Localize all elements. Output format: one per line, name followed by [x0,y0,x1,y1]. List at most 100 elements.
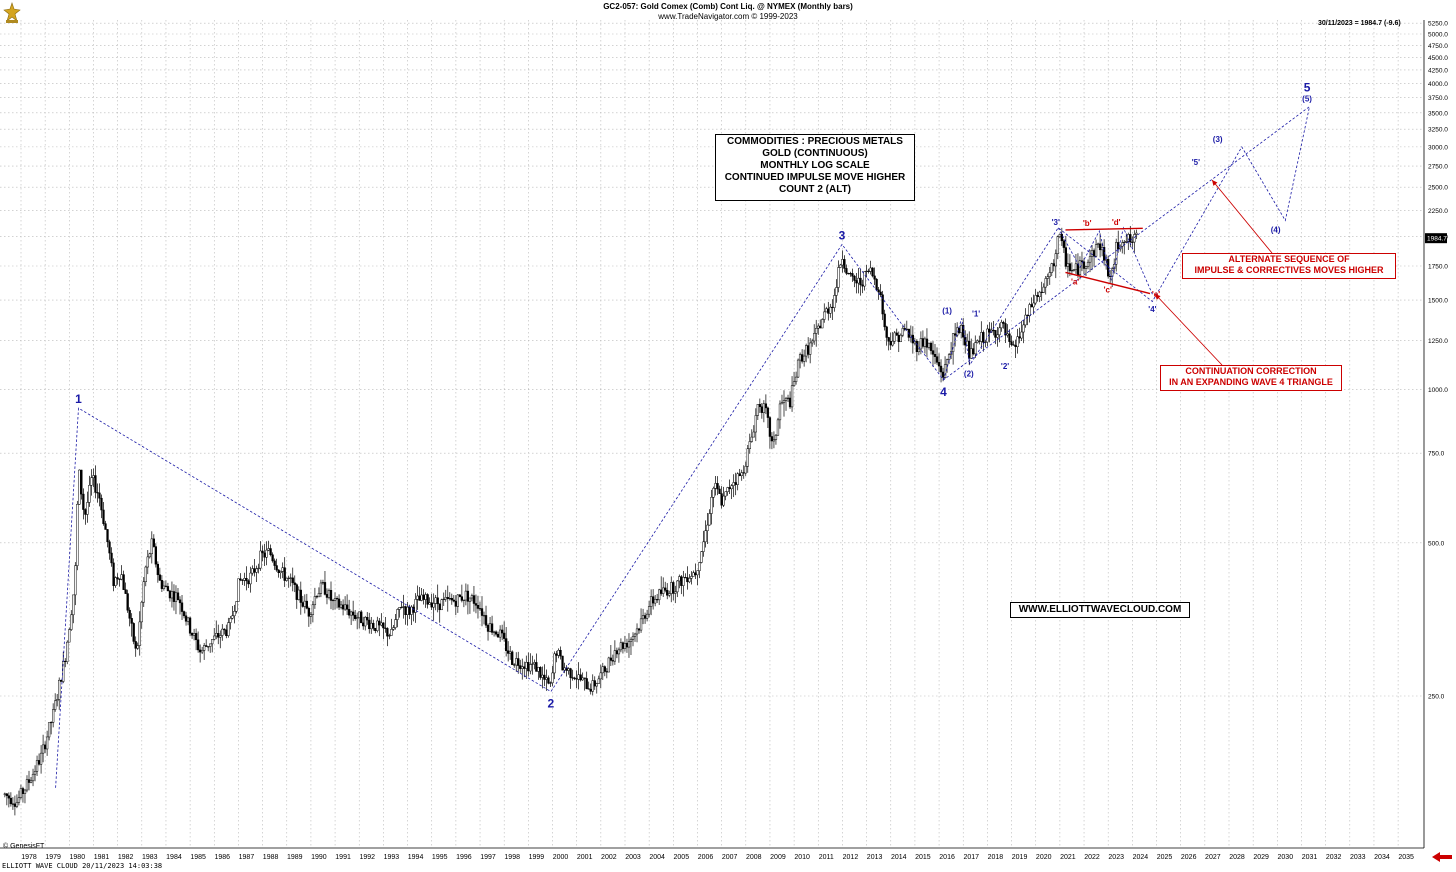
price-bar-body [951,333,955,352]
price-bar-body [875,278,878,291]
y-tick-label: 750.0 [1428,451,1445,458]
price-bar-body [341,604,345,610]
price-bar-body [7,795,11,799]
price-bar-body [243,578,246,581]
x-tick-label: 2009 [770,854,786,861]
price-bar-body [738,473,741,477]
x-tick-label: 2025 [1157,854,1173,861]
price-bar-body [440,599,443,611]
price-bar-body [78,469,81,505]
price-bar-body [700,551,703,563]
price-bar-body [980,332,983,342]
price-bar-body [370,622,373,630]
price-bar-body [851,273,854,277]
price-bar-body [102,509,105,524]
price-bar-body [406,606,409,615]
price-bar-body [527,662,530,672]
price-bar-body [251,568,254,574]
price-bar-body [855,280,858,284]
axes: 1978 1979 1980 1981 1982 1983 1984 1985 1986 1987… [0,20,1448,861]
price-bar-body [752,431,755,438]
price-bar-body [589,688,592,692]
price-bar-body [660,589,663,594]
price-bar-body [154,546,157,565]
price-bar-body [317,593,321,598]
price-bar-body [643,615,647,619]
price-bar-body [21,788,25,794]
price-bar-body [188,617,192,634]
price-bar-body [321,582,325,584]
price-bar-body [35,760,39,772]
price-bar-body [446,597,449,599]
price-bar-body [772,439,776,442]
wave-label: 'd' [1112,218,1121,227]
annotation-arrow-line [1211,179,1273,254]
price-bar-body [984,341,987,343]
scroll-right-arrow-icon[interactable] [1432,852,1452,862]
price-bar-body [865,270,868,272]
price-tag-bg [1425,233,1447,244]
price-bar-body [408,606,411,615]
price-bar-body [792,381,796,387]
price-bar-body [702,541,705,552]
price-bar-body [764,403,768,409]
price-bar-body [100,497,103,511]
x-tick-label: 2000 [553,854,569,861]
price-bar-body [1072,269,1076,271]
wave-label: (3) [1213,135,1223,144]
price-bar-body [372,622,375,629]
price-bar-body [1082,261,1086,269]
price-bar-body [221,628,224,636]
price-bar-body [237,578,240,602]
price-bar-body [891,340,894,346]
x-tick-label: 1996 [456,854,472,861]
price-bar-body [1044,278,1047,288]
price-bar-body [299,589,302,603]
price-bar-body [627,641,631,648]
price-bar-body [354,614,357,619]
website-text: WWW.ELLIOTTWAVECLOUD.COM [1018,604,1182,615]
chart-subtitle: www.TradeNavigator.com © 1999-2023 [658,12,798,21]
price-bar-body [726,487,729,492]
price-bar-body [29,780,33,783]
price-bar-body [136,645,139,649]
price-bar-body [559,649,562,657]
price-bar-body [583,677,586,679]
price-bar-body [718,488,721,494]
price-bar-body [1004,323,1007,336]
price-bar-body [259,550,262,569]
price-bar-body [194,633,198,641]
price-bar-body [1052,263,1055,267]
x-tick-label: 2034 [1374,854,1390,861]
price-bar-body [722,495,725,506]
price-bar-body [1028,304,1031,317]
price-bar-body [571,677,574,679]
price-bar-body [436,597,439,605]
price-bar-body [639,618,643,631]
price-bar-body [939,365,943,373]
price-bar-body [710,497,713,514]
x-tick-label: 1993 [384,854,400,861]
price-bar-body [1054,253,1057,267]
price-bar-body [585,678,588,689]
price-bar-body [315,596,319,598]
x-tick-label: 2022 [1084,854,1100,861]
x-tick-label: 2019 [1012,854,1028,861]
price-bar-body [1056,236,1059,254]
price-bar-body [1032,302,1035,308]
wave-line-alternate [943,106,1310,381]
x-tick-label: 2023 [1108,854,1124,861]
price-bar-body [138,621,141,646]
price-bar-body [124,589,127,594]
price-bar-body [641,615,645,620]
price-bar-body [1104,259,1108,261]
price-bar-body [17,797,21,803]
price-bar-body [577,674,580,680]
price-bar-body [517,658,520,666]
price-bar-body [1010,341,1013,345]
price-bar-body [780,402,784,405]
x-tick-label: 1990 [311,854,327,861]
x-tick-label: 1989 [287,854,303,861]
price-bar-body [972,348,975,355]
price-bar-body [327,590,331,598]
